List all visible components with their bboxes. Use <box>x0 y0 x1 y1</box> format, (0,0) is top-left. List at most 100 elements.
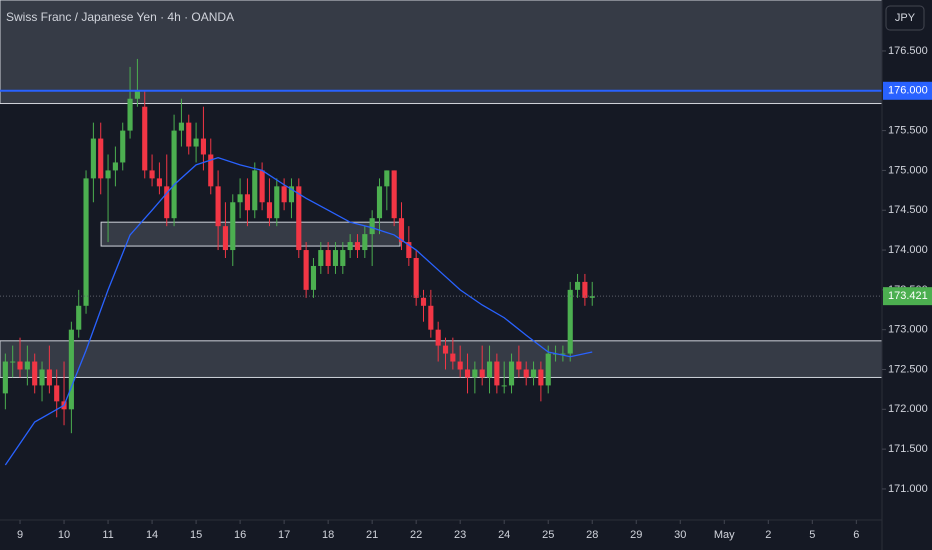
candle-body <box>545 353 551 386</box>
x-tick-label: 10 <box>58 529 70 541</box>
candle-body <box>420 297 427 306</box>
candle-body <box>494 361 500 386</box>
candle-body <box>208 154 214 187</box>
candle-body <box>428 305 434 330</box>
candle-body <box>318 250 324 266</box>
x-tick-label: 14 <box>146 529 158 541</box>
candle-body <box>17 361 23 370</box>
candle-body <box>156 178 162 187</box>
candle-body <box>384 170 390 187</box>
zone <box>0 340 883 378</box>
candle-body <box>288 186 295 203</box>
x-tick-label: 29 <box>630 529 642 541</box>
last-price-label: 173.421 <box>888 290 928 302</box>
candle-body <box>582 281 588 298</box>
x-tick-label: May <box>714 529 735 541</box>
candle-body <box>230 202 236 251</box>
x-tick-label: 6 <box>853 529 859 541</box>
candle-body <box>127 98 133 131</box>
candle-body <box>98 138 104 179</box>
candle-body <box>274 186 280 219</box>
candle-body <box>90 138 96 179</box>
x-tick-label: 2 <box>765 529 771 541</box>
y-tick-label: 175.500 <box>888 125 928 137</box>
candle-body <box>567 289 573 354</box>
candle-body <box>486 361 493 378</box>
candle-body <box>325 250 331 266</box>
x-tick-label: 9 <box>17 529 23 541</box>
currency-label[interactable]: JPY <box>895 12 916 24</box>
x-tick-label: 30 <box>674 529 686 541</box>
candle-body <box>464 369 471 378</box>
candle-body <box>516 361 522 370</box>
candle-body <box>215 186 221 227</box>
x-tick-label: 28 <box>586 529 598 541</box>
x-tick-label: 21 <box>366 529 378 541</box>
candle-body <box>589 296 595 298</box>
candle-body <box>259 170 265 203</box>
y-tick-label: 172.000 <box>888 403 928 415</box>
candle-body <box>479 369 485 378</box>
candle-body <box>266 202 273 219</box>
x-tick-label: 16 <box>234 529 246 541</box>
candle-body <box>406 242 412 259</box>
candle-body <box>303 250 309 290</box>
chart-title: Swiss Franc / Japanese Yen · 4h · OANDA <box>6 10 234 24</box>
candle-body <box>340 250 346 266</box>
candle-body <box>171 130 177 219</box>
candle-body <box>237 194 243 203</box>
candle-body <box>501 385 507 387</box>
candle-body <box>134 90 140 99</box>
y-tick-label: 172.500 <box>888 363 928 375</box>
candle-body <box>54 385 60 402</box>
candle-body <box>76 305 82 330</box>
candle-body <box>39 369 45 386</box>
candle-body <box>296 186 302 251</box>
candle-body <box>442 345 449 354</box>
candle-body <box>457 361 463 370</box>
candle-body <box>200 138 206 155</box>
level-label-box <box>883 81 932 100</box>
candle-body <box>472 369 478 378</box>
candle-body <box>347 242 353 251</box>
level-label: 176.000 <box>888 85 928 97</box>
x-tick-label: 11 <box>102 529 113 541</box>
candle-body <box>46 369 52 386</box>
y-tick-label: 176.500 <box>888 45 928 57</box>
candle-body <box>32 361 38 386</box>
candle-body <box>83 178 89 306</box>
y-tick-label: 173.000 <box>888 324 928 336</box>
candle-body <box>149 170 155 179</box>
candle-body <box>369 218 375 235</box>
moving-average <box>4 156 593 466</box>
x-tick-label: 22 <box>410 529 422 541</box>
candle-body <box>120 130 126 163</box>
candle-body <box>560 353 566 355</box>
candle-body <box>310 265 317 290</box>
candle-body <box>413 258 419 298</box>
candle-body <box>450 353 456 362</box>
x-tick-label: 24 <box>498 529 510 541</box>
candle-body <box>2 361 8 394</box>
x-tick-label: 15 <box>190 529 202 541</box>
candle-body <box>186 122 192 147</box>
candle-body <box>178 122 184 131</box>
candle-body <box>376 186 383 219</box>
y-tick-label: 175.000 <box>888 164 928 176</box>
y-tick-label: 171.500 <box>888 443 928 455</box>
candle-body <box>508 361 515 386</box>
currency-button[interactable] <box>885 5 925 31</box>
x-tick-label: 17 <box>278 529 290 541</box>
candle-body <box>332 250 339 266</box>
zone <box>0 0 883 105</box>
candle-body <box>391 170 397 219</box>
candle-body <box>105 170 111 179</box>
last-price-box <box>883 287 932 306</box>
y-tick-label: 174.500 <box>888 204 928 216</box>
candle-body <box>354 242 361 251</box>
candle-body <box>538 369 544 386</box>
y-tick-label: 174.000 <box>888 244 928 256</box>
candle-body <box>222 226 229 251</box>
y-tick-label: 171.000 <box>888 483 928 495</box>
